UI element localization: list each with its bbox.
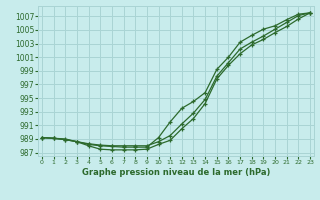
X-axis label: Graphe pression niveau de la mer (hPa): Graphe pression niveau de la mer (hPa) — [82, 168, 270, 177]
